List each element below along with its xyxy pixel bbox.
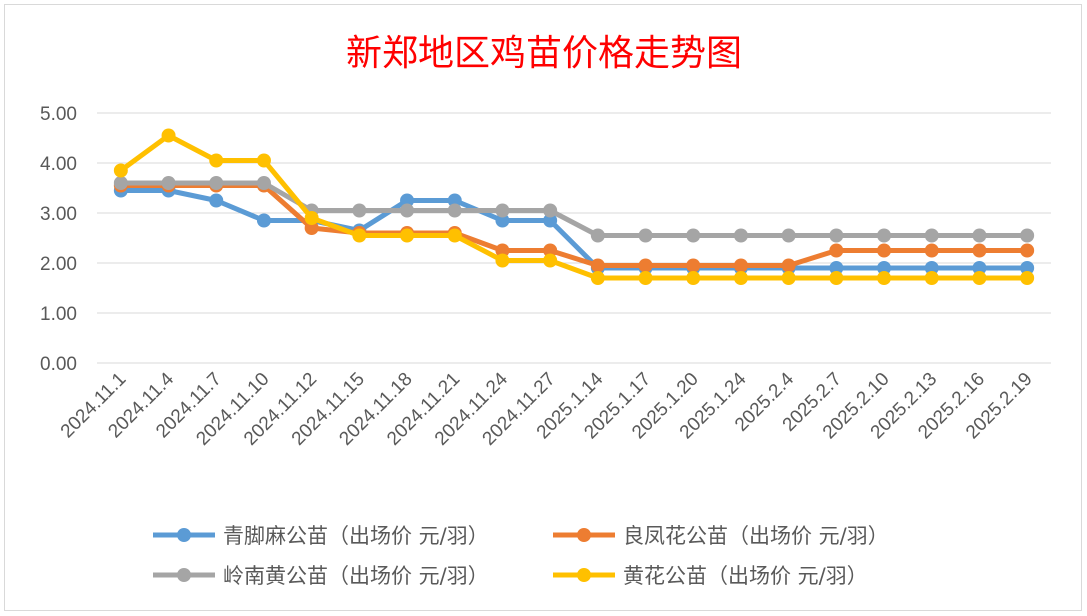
data-point xyxy=(209,153,224,168)
data-point xyxy=(352,203,367,218)
data-point xyxy=(113,163,128,178)
data-point xyxy=(733,228,748,243)
data-point xyxy=(686,228,701,243)
legend: 青脚麻公苗（出场价 元/羽） 良凤花公苗（出场价 元/羽） 岭南黄公苗（出场价 元/… xyxy=(153,524,889,588)
legend-label: 青脚麻公苗（出场价 元/羽） xyxy=(223,524,489,548)
data-point xyxy=(972,243,987,258)
data-point xyxy=(161,128,176,143)
series-line xyxy=(119,133,1028,281)
data-point xyxy=(447,203,462,218)
series-line xyxy=(120,180,1028,238)
data-point xyxy=(972,228,987,243)
data-point xyxy=(113,176,128,190)
data-point xyxy=(972,271,987,285)
data-point xyxy=(733,258,748,273)
legend-label: 良凤花公苗（出场价 元/羽） xyxy=(623,524,889,548)
y-axis-tick-labels: 0.00 1.00 2.00 3.00 4.00 5.00 xyxy=(40,104,77,375)
data-point xyxy=(733,271,748,285)
data-point xyxy=(829,261,844,275)
data-point xyxy=(781,228,796,243)
chart-area: 新郑地区鸡苗价格走势图 0.00 1.00 2.00 3.00 4.00 5.00 202… xyxy=(4,4,1082,611)
data-point xyxy=(829,243,844,258)
data-point xyxy=(400,228,415,243)
data-point xyxy=(400,193,415,208)
data-point xyxy=(495,203,510,218)
data-point xyxy=(543,253,558,268)
legend-item: 良凤花公苗（出场价 元/羽） xyxy=(553,524,889,548)
legend-swatch-marker xyxy=(177,568,191,582)
data-point xyxy=(495,243,510,258)
data-point xyxy=(877,271,892,285)
y-tick-label: 5.00 xyxy=(40,104,77,125)
data-point xyxy=(638,271,653,285)
series xyxy=(113,183,1035,275)
data-point xyxy=(590,258,605,273)
line-chart: 新郑地区鸡苗价格走势图 0.00 1.00 2.00 3.00 4.00 5.00 202… xyxy=(40,33,1051,588)
data-point xyxy=(924,228,939,243)
data-point xyxy=(686,271,701,285)
data-point xyxy=(1020,243,1035,258)
legend-swatch-marker xyxy=(177,528,191,542)
data-point xyxy=(447,228,462,243)
data-point xyxy=(877,261,892,275)
data-point xyxy=(877,228,892,243)
legend-item: 黄花公苗（出场价 元/羽） xyxy=(553,564,868,588)
legend-item: 岭南黄公苗（出场价 元/羽） xyxy=(153,564,489,588)
series-line xyxy=(120,183,1028,268)
data-point xyxy=(543,203,558,218)
data-point xyxy=(161,176,176,190)
legend-label: 岭南黄公苗（出场价 元/羽） xyxy=(223,564,489,588)
data-point xyxy=(209,193,224,208)
data-point xyxy=(638,228,653,243)
data-point xyxy=(829,271,844,285)
y-tick-label: 3.00 xyxy=(40,204,77,225)
data-point xyxy=(209,176,224,190)
y-tick-label: 0.00 xyxy=(40,354,77,375)
data-point xyxy=(543,213,558,228)
data-point xyxy=(256,213,271,228)
data-point xyxy=(877,243,892,258)
data-point xyxy=(924,271,939,285)
legend-swatch-marker xyxy=(577,568,591,582)
data-point xyxy=(781,271,796,285)
y-tick-label: 4.00 xyxy=(40,154,77,175)
legend-item: 青脚麻公苗（出场价 元/羽） xyxy=(153,524,489,548)
data-point xyxy=(447,193,462,208)
data-point xyxy=(543,243,558,258)
data-point xyxy=(638,258,653,273)
data-point xyxy=(304,211,319,225)
data-point xyxy=(256,176,271,190)
chart-title: 新郑地区鸡苗价格走势图 xyxy=(346,33,742,74)
series-line xyxy=(120,188,1028,271)
data-point xyxy=(924,261,939,275)
legend-label: 黄花公苗（出场价 元/羽） xyxy=(623,564,868,588)
data-point xyxy=(256,153,271,168)
data-point xyxy=(1020,228,1035,243)
y-tick-label: 1.00 xyxy=(40,304,77,325)
data-point xyxy=(590,228,605,243)
data-point xyxy=(1020,261,1035,275)
data-point xyxy=(495,253,510,268)
data-point xyxy=(686,258,701,273)
x-axis-tick-labels: 2024.11.12024.11.42024.11.72024.11.10202… xyxy=(57,368,1037,449)
y-tick-label: 2.00 xyxy=(40,254,77,275)
data-point xyxy=(590,271,605,285)
data-point xyxy=(924,243,939,258)
data-point xyxy=(1020,271,1035,285)
data-point xyxy=(781,258,796,273)
series-lines xyxy=(113,128,1035,285)
data-point xyxy=(352,228,367,243)
series xyxy=(113,128,1035,285)
data-point xyxy=(495,213,510,228)
series xyxy=(113,176,1035,243)
legend-swatch-marker xyxy=(577,528,591,542)
data-point xyxy=(972,261,987,275)
data-point xyxy=(829,228,844,243)
data-point xyxy=(400,203,415,218)
data-point xyxy=(304,221,319,235)
